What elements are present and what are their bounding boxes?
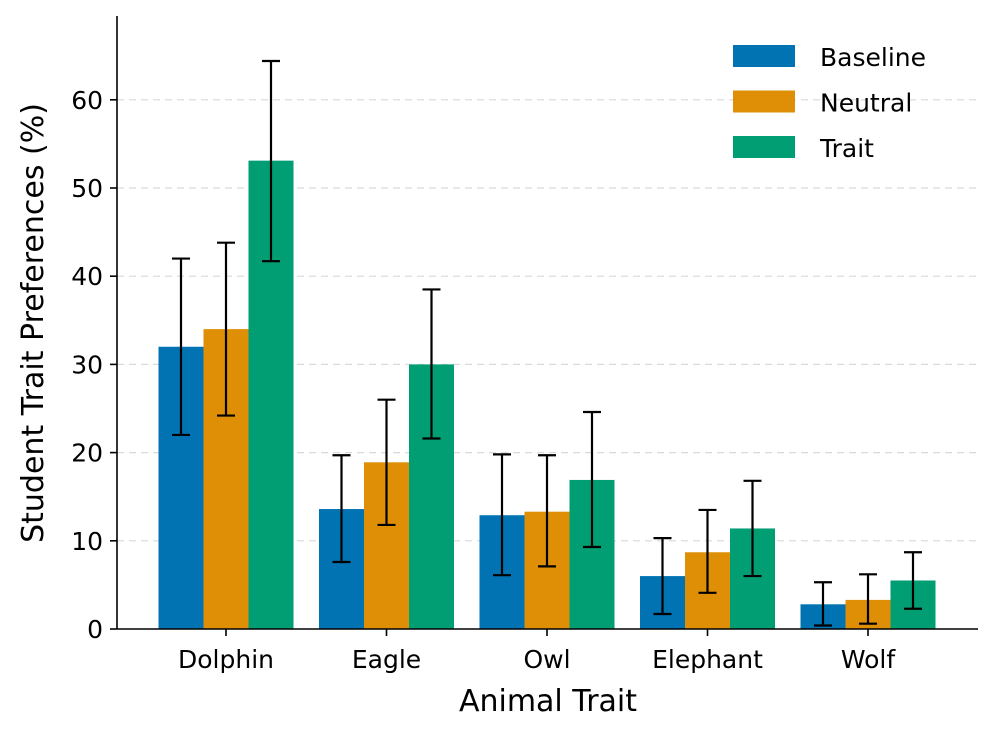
- legend-swatch-neutral: [733, 90, 795, 113]
- y-tick-label: 40: [71, 262, 103, 291]
- x-tick-label: Owl: [523, 645, 570, 674]
- y-tick-label: 50: [71, 174, 103, 203]
- y-tick-label: 30: [71, 350, 103, 379]
- y-tick-label: 60: [71, 86, 103, 115]
- x-tick-label: Dolphin: [178, 645, 274, 674]
- x-axis-title: Animal Trait: [459, 684, 637, 719]
- legend-label-baseline: Baseline: [820, 43, 926, 72]
- y-tick-label: 0: [87, 615, 103, 644]
- legend: Baseline Neutral Trait: [733, 43, 926, 163]
- x-tick-label: Wolf: [841, 645, 896, 674]
- legend-swatch-trait: [733, 136, 795, 158]
- y-tick-label: 20: [71, 439, 103, 468]
- legend-swatch-baseline: [733, 45, 795, 67]
- y-axis-title: Student Trait Preferences (%): [16, 103, 51, 543]
- legend-label-neutral: Neutral: [820, 89, 912, 118]
- x-ticks: Dolphin Eagle Owl Elephant Wolf: [178, 629, 896, 674]
- y-tick-label: 10: [71, 527, 103, 556]
- error-bars-layer: [172, 59, 922, 627]
- x-tick-label: Eagle: [352, 645, 421, 674]
- x-tick-label: Elephant: [652, 645, 763, 674]
- legend-label-trait: Trait: [819, 134, 874, 163]
- bars-layer: [158, 160, 936, 629]
- y-ticks: 0 10 20 30 40 50 60: [71, 86, 117, 644]
